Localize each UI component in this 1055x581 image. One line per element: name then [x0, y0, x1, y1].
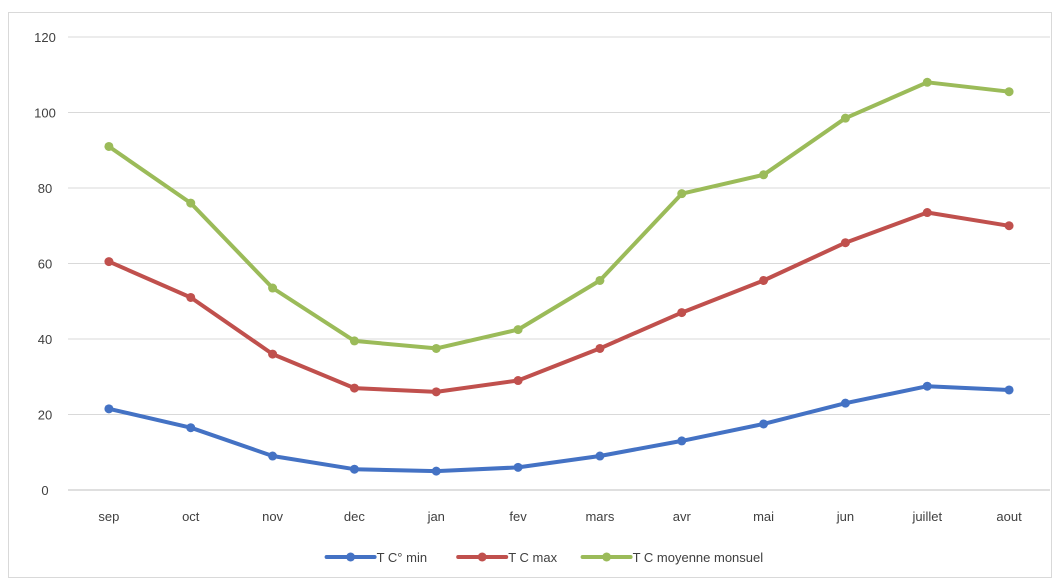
y-tick-label: 80: [38, 181, 52, 196]
y-tick-label: 20: [38, 408, 52, 423]
series-1: [104, 381, 1014, 476]
x-axis-ticks: sep oct nov dec jan fev mars avr mai jun juillet ao…: [98, 509, 1022, 524]
legend-marker: [477, 552, 487, 562]
data-point: [186, 423, 196, 433]
data-point: [349, 464, 359, 474]
x-tick-label: nov: [262, 509, 283, 524]
y-tick-label: 40: [38, 332, 52, 347]
legend-label: T C moyenne monsuel: [633, 550, 764, 565]
y-tick-label: 60: [38, 257, 52, 272]
x-tick-label: juillet: [911, 509, 942, 524]
x-tick-label: jun: [836, 509, 854, 524]
x-tick-label: avr: [673, 509, 692, 524]
x-tick-label: fev: [509, 509, 527, 524]
data-point: [268, 283, 278, 293]
data-point: [186, 292, 196, 302]
legend-item: T C moyenne monsuel: [580, 550, 764, 565]
data-point: [1004, 87, 1014, 97]
x-tick-label: oct: [182, 509, 200, 524]
data-point: [513, 376, 523, 386]
x-tick-label: sep: [98, 509, 119, 524]
data-point: [677, 308, 687, 318]
data-point: [349, 383, 359, 393]
data-point: [431, 466, 441, 476]
data-point: [922, 208, 932, 218]
data-point: [431, 343, 441, 353]
data-point: [1004, 221, 1014, 231]
x-tick-label: mars: [585, 509, 614, 524]
data-point: [513, 462, 523, 472]
y-tick-label: 120: [34, 30, 56, 45]
legend-label: T C° min: [377, 550, 427, 565]
data-point: [349, 336, 359, 346]
series-line: [106, 210, 1012, 394]
data-point: [186, 198, 196, 208]
legend-marker: [602, 552, 612, 562]
data-point: [595, 451, 605, 461]
series-group: [104, 77, 1014, 476]
x-tick-label: mai: [753, 509, 774, 524]
series-3: [104, 77, 1014, 353]
data-point: [922, 381, 932, 391]
data-point: [104, 404, 114, 414]
legend: T C° min T C max T C moyenne monsuel: [324, 550, 764, 565]
data-point: [677, 189, 687, 199]
data-point: [759, 275, 769, 285]
x-tick-label: aout: [996, 509, 1022, 524]
data-point: [922, 77, 932, 87]
data-point: [431, 387, 441, 397]
data-point: [840, 238, 850, 248]
data-point: [104, 141, 114, 151]
data-point: [595, 275, 605, 285]
data-point: [595, 343, 605, 353]
series-line: [106, 80, 1012, 351]
data-point: [1004, 385, 1014, 395]
y-tick-label: 100: [34, 106, 56, 121]
data-point: [759, 419, 769, 429]
series-line: [106, 384, 1012, 474]
y-tick-label: 0: [41, 483, 48, 498]
gridlines: [68, 36, 1050, 491]
data-point: [840, 398, 850, 408]
legend-marker: [346, 552, 356, 562]
data-point: [104, 257, 114, 267]
data-point: [513, 325, 523, 335]
x-tick-label: dec: [344, 509, 365, 524]
data-point: [268, 349, 278, 359]
y-axis-ticks: 0 20 40 60 80 100 120: [34, 30, 56, 498]
data-point: [840, 113, 850, 123]
series-2: [104, 208, 1014, 397]
legend-label: T C max: [508, 550, 557, 565]
data-point: [677, 436, 687, 446]
legend-item: T C max: [456, 550, 558, 565]
x-tick-label: jan: [427, 509, 445, 524]
data-point: [759, 170, 769, 180]
data-point: [268, 451, 278, 461]
legend-item: T C° min: [324, 550, 427, 565]
